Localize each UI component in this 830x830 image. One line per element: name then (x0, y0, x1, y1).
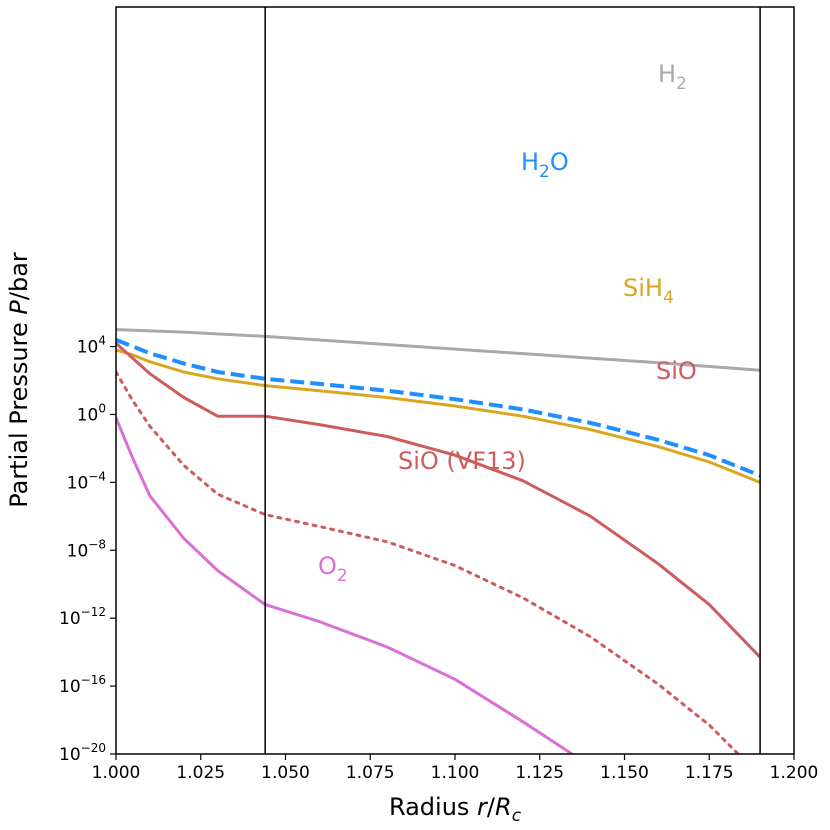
series-line-h2o (116, 337, 761, 478)
y-tick-label: 10−8 (67, 537, 106, 561)
x-axis-title: Radius r/Rc (389, 793, 522, 826)
x-tick-label: 1.075 (346, 763, 395, 783)
x-tick-label: 1.100 (431, 763, 480, 783)
series-label-sio: SiO (656, 357, 697, 385)
series-label-h2o: H2O (521, 148, 569, 182)
series-label-sih4: SiH4 (623, 274, 674, 308)
x-tick-label: 1.150 (600, 763, 649, 783)
y-tick-label: 100 (77, 401, 106, 425)
x-tick-label: 1.025 (176, 763, 225, 783)
y-tick-label: 10−16 (59, 673, 106, 697)
y-axis-title: Partial Pressure P/bar (5, 252, 33, 508)
x-tick-label: 1.125 (515, 763, 564, 783)
y-tick-label: 10−20 (59, 741, 106, 765)
series-label-h2: H2 (658, 60, 687, 94)
series-label-sio-vf13-: SiO (VF13) (398, 447, 526, 475)
series-label-o2: O2 (318, 552, 348, 586)
series-line-h2 (116, 328, 761, 372)
series-line-sio (116, 342, 762, 659)
series-line-sih4 (116, 348, 761, 484)
y-tick-label: 104 (77, 334, 106, 358)
x-tick-label: 1.200 (770, 763, 819, 783)
series-line-sio-vf13- (116, 370, 741, 754)
x-tick-label: 1.175 (685, 763, 734, 783)
x-tick-label: 1.050 (261, 763, 310, 783)
y-tick-label: 10−4 (67, 469, 106, 493)
y-tick-label: 10−12 (59, 605, 106, 629)
x-tick-label: 1.000 (92, 763, 141, 783)
